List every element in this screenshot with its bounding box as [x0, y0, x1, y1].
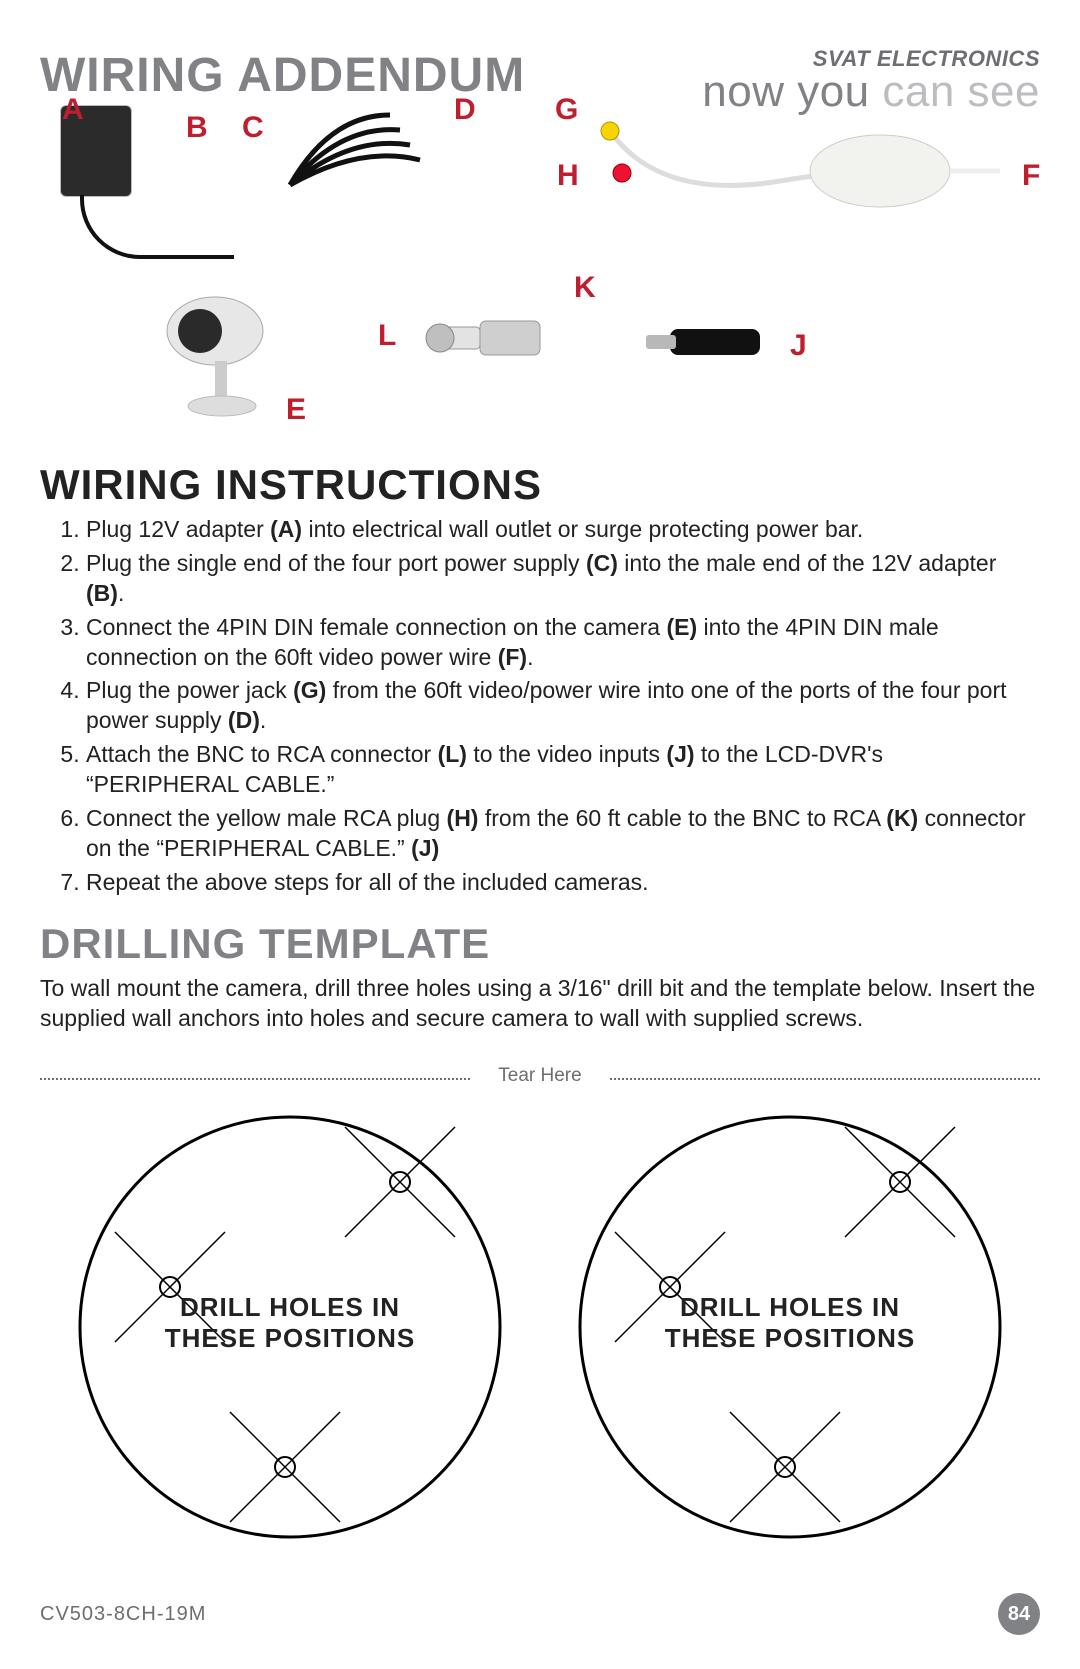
header: WIRING ADDENDUM SVAT ELECTRONICS now you…	[40, 48, 1040, 103]
caption-line1: DRILL HOLES IN	[180, 1292, 400, 1322]
label-H: H	[557, 159, 579, 193]
wiring-heading: WIRING INSTRUCTIONS	[40, 461, 1040, 509]
label-C: C	[242, 111, 264, 145]
tear-here-label: Tear Here	[40, 1065, 1040, 1087]
tagline-light: can see	[870, 67, 1040, 116]
caption-line1: DRILL HOLES IN	[680, 1292, 900, 1322]
label-E: E	[286, 393, 306, 427]
wiring-instructions: Plug 12V adapter (A) into electrical wal…	[40, 515, 1040, 898]
label-D: D	[454, 93, 476, 127]
instruction-item: Repeat the above steps for all of the in…	[86, 868, 1040, 898]
instruction-item: Plug 12V adapter (A) into electrical wal…	[86, 515, 1040, 545]
page-title: WIRING ADDENDUM	[40, 48, 525, 103]
drilling-templates: DRILL HOLES IN THESE POSITIONS DRILL HOL…	[40, 1107, 1040, 1547]
template-caption-right: DRILL HOLES IN THESE POSITIONS	[570, 1292, 1010, 1354]
template-caption-left: DRILL HOLES IN THESE POSITIONS	[70, 1292, 510, 1354]
instruction-item: Connect the 4PIN DIN female connection o…	[86, 613, 1040, 673]
part-adapter-cable	[80, 195, 234, 259]
part-video-power-wire	[580, 111, 1010, 221]
brand-tagline: now you can see	[702, 70, 1040, 114]
label-L: L	[378, 319, 396, 353]
label-K: K	[574, 271, 596, 305]
instruction-item: Plug the single end of the four port pow…	[86, 549, 1040, 609]
drilling-intro: To wall mount the camera, drill three ho…	[40, 974, 1040, 1034]
label-J: J	[790, 329, 807, 363]
template-right: DRILL HOLES IN THESE POSITIONS	[570, 1107, 1010, 1547]
drilling-heading: DRILLING TEMPLATE	[40, 920, 1040, 968]
instruction-item: Connect the yellow male RCA plug (H) fro…	[86, 804, 1040, 864]
page-number: 84	[998, 1593, 1040, 1635]
part-bnc-rca	[410, 291, 560, 381]
page-footer: CV503-8CH-19M 84	[40, 1593, 1040, 1635]
instruction-item: Attach the BNC to RCA connector (L) to t…	[86, 740, 1040, 800]
template-left: DRILL HOLES IN THESE POSITIONS	[70, 1107, 510, 1547]
label-A: A	[62, 93, 84, 127]
page: WIRING ADDENDUM SVAT ELECTRONICS now you…	[0, 0, 1080, 1669]
component-diagram: A B C D E F G H J K L	[40, 111, 1040, 461]
caption-line2: THESE POSITIONS	[165, 1323, 416, 1353]
model-number: CV503-8CH-19M	[40, 1603, 206, 1626]
part-rca-connector	[640, 311, 780, 371]
label-G: G	[555, 93, 578, 127]
brand-block: SVAT ELECTRONICS now you can see	[702, 48, 1040, 114]
label-F: F	[1022, 159, 1040, 193]
instruction-item: Plug the power jack (G) from the 60ft vi…	[86, 676, 1040, 736]
part-camera	[160, 281, 300, 421]
label-B: B	[186, 111, 208, 145]
part-splitter	[270, 105, 470, 195]
caption-line2: THESE POSITIONS	[665, 1323, 916, 1353]
tagline-dark: now you	[702, 67, 869, 116]
